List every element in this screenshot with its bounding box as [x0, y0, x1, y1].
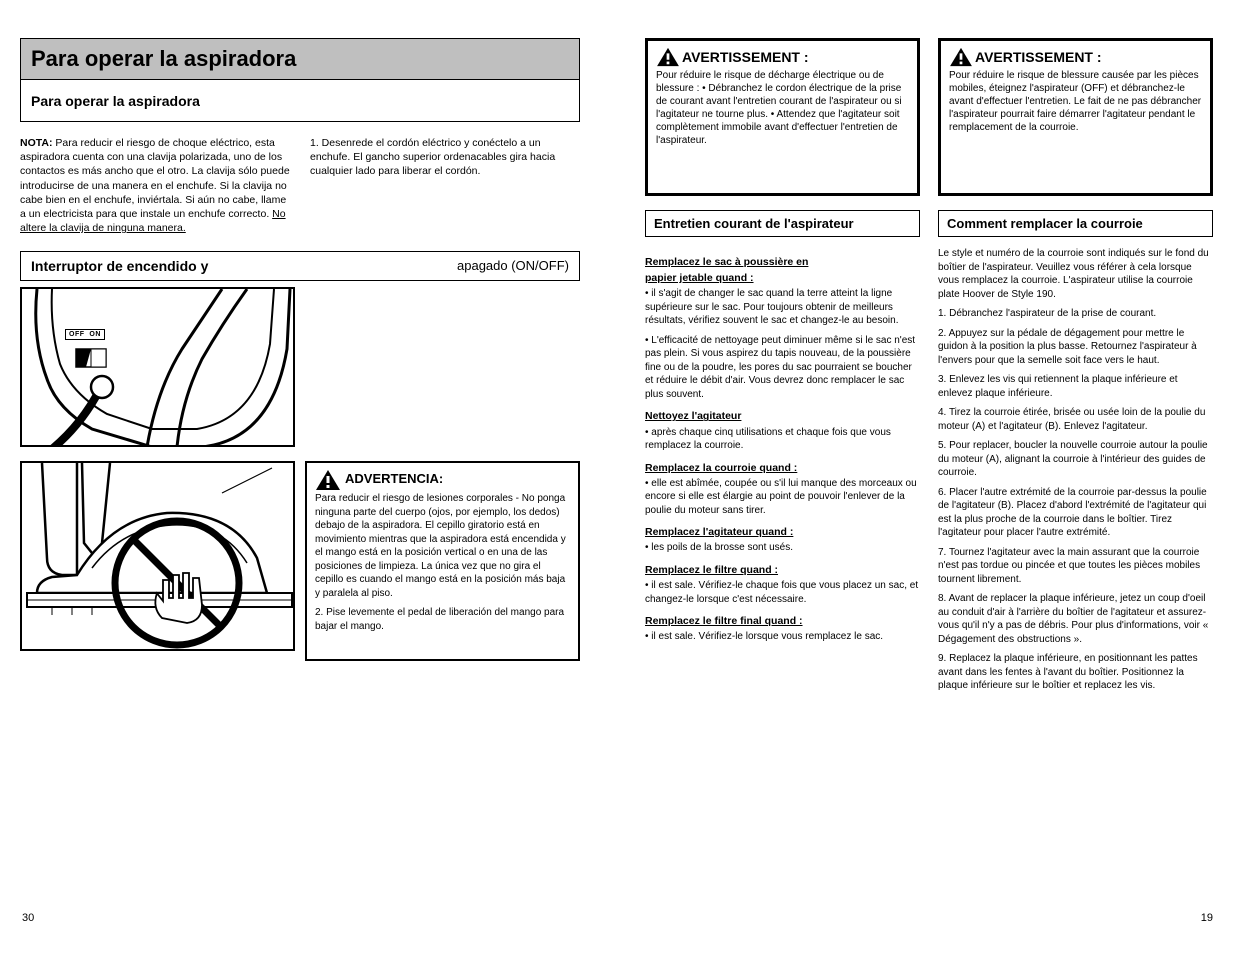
s9: 9. Replacez la plaque inférieure, en pos…: [938, 652, 1213, 693]
p1b: • L'efficacité de nettoyage peut diminue…: [645, 334, 920, 402]
warning-icon: [315, 469, 341, 491]
h4: Remplacez l'agitateur quand :: [645, 525, 920, 539]
p1: • il s'agit de changer le sac quand la t…: [645, 287, 920, 328]
page-left: Para operar la aspiradora Para operar la…: [20, 38, 580, 661]
intro-columns: NOTA: Para reducir el riesgo de choque e…: [20, 136, 580, 235]
s6: 6. Placer l'autre extrémité de la courro…: [938, 486, 1213, 540]
foot-drawing: [22, 463, 295, 651]
h1b: papier jetable quand :: [645, 271, 920, 285]
h2: Nettoyez l'agitateur: [645, 409, 920, 423]
page-number-right: 19: [1201, 912, 1213, 924]
s7: 7. Tournez l'agitateur avec la main assu…: [938, 546, 1213, 587]
illustration-switch: OFF ON: [20, 287, 295, 447]
switch-off: OFF: [69, 331, 85, 338]
warning-title: ADVERTENCIA:: [345, 471, 570, 486]
p5: • il est sale. Vérifiez-le chaque fois q…: [645, 579, 920, 606]
advert-row: AVERTISSEMENT : Pour réduire le risque d…: [645, 38, 1215, 196]
h5: Remplacez le filtre quand :: [645, 563, 920, 577]
p2: • après chaque cinq utilisations et chaq…: [645, 426, 920, 453]
row-warning: ADVERTENCIA: Para reducir el riesgo de l…: [20, 461, 580, 661]
page-number-left: 30: [22, 912, 34, 924]
advert-box-1: AVERTISSEMENT : Pour réduire le risque d…: [645, 38, 920, 196]
step-2-text: 2. Pise levemente el pedal de liberación…: [315, 606, 570, 633]
intro: Le style et numéro de la courroie sont i…: [938, 247, 1213, 301]
row-switch: OFF ON: [20, 287, 580, 447]
advert-text-1: Pour réduire le risque de décharge élect…: [656, 69, 909, 147]
s3: 3. Enlevez les vis qui retiennent la pla…: [938, 373, 1213, 400]
advert-text-2: Pour réduire le risque de blessure causé…: [949, 69, 1202, 134]
warning-box: ADVERTENCIA: Para reducir el riesgo de l…: [305, 461, 580, 661]
maint-bar-left: Entretien courant de l'aspirateur: [645, 210, 920, 237]
switch-drawing: [22, 289, 295, 447]
switch-on: ON: [89, 331, 101, 338]
intro-step-1: 1. Desenrede el cordón eléctrico y conéc…: [310, 137, 555, 177]
h6: Remplacez le filtre final quand :: [645, 614, 920, 628]
advert-box-2: AVERTISSEMENT : Pour réduire le risque d…: [938, 38, 1213, 196]
bar-row: Entretien courant de l'aspirateur Commen…: [645, 210, 1215, 237]
page-right: AVERTISSEMENT : Pour réduire le risque d…: [645, 38, 1215, 699]
h1: Remplacez le sac à poussière en: [645, 255, 920, 269]
warning-icon: [949, 47, 973, 67]
maint-col-right: Le style et numéro de la courroie sont i…: [938, 247, 1213, 699]
intro-col-left: NOTA: Para reducir el riesgo de choque e…: [20, 136, 290, 235]
s8: 8. Avant de replacer la plaque inférieur…: [938, 592, 1213, 646]
s5: 5. Pour replacer, boucler la nouvelle co…: [938, 439, 1213, 480]
note-text-1: Para reducir el riesgo de choque eléctri…: [20, 137, 290, 220]
switch-label-box: OFF ON: [65, 329, 105, 340]
maint-columns: Remplacez le sac à poussière en papier j…: [645, 247, 1215, 699]
note-label: NOTA:: [20, 137, 52, 149]
s4: 4. Tirez la courroie étirée, brisée ou u…: [938, 406, 1213, 433]
section-subheader: Para operar la aspiradora: [20, 80, 580, 122]
h3: Remplacez la courroie quand :: [645, 461, 920, 475]
s2: 2. Appuyez sur la pédale de dégagement p…: [938, 327, 1213, 368]
p3: • elle est abîmée, coupée ou s'il lui ma…: [645, 477, 920, 518]
s1: 1. Débranchez l'aspirateur de la prise d…: [938, 307, 1213, 321]
illustration-foot: [20, 461, 295, 651]
p4: • les poils de la brosse sont usés.: [645, 541, 920, 555]
maint-col-left: Remplacez le sac à poussière en papier j…: [645, 247, 920, 699]
section-title-b: apagado (ON/OFF): [457, 258, 569, 274]
warning-text: Para reducir el riesgo de lesiones corpo…: [315, 492, 570, 600]
advert-title-1: AVERTISSEMENT :: [682, 49, 909, 65]
warning-icon: [656, 47, 680, 67]
section-bar: Interruptor de encendido y apagado (ON/O…: [20, 251, 580, 281]
intro-col-right: 1. Desenrede el cordón eléctrico y conéc…: [310, 136, 580, 235]
advert-title-2: AVERTISSEMENT :: [975, 49, 1202, 65]
section-header: Para operar la aspiradora: [20, 38, 580, 80]
maint-bar-right: Comment remplacer la courroie: [938, 210, 1213, 237]
section-title-a: Interruptor de encendido y: [31, 258, 208, 274]
p6: • il est sale. Vérifiez-le lorsque vous …: [645, 630, 920, 644]
